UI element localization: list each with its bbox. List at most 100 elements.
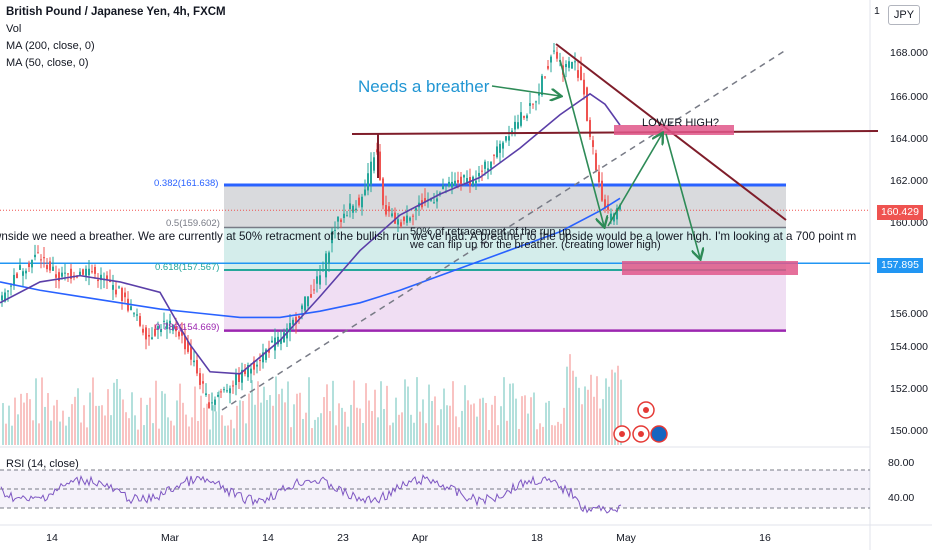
candle-body [169, 320, 171, 324]
volume-bar [374, 389, 376, 445]
down-arrow [559, 59, 604, 226]
volume-bar [191, 417, 193, 445]
candle-body [616, 208, 618, 220]
candle-body [205, 393, 207, 396]
legend-ma50[interactable]: MA (50, close, 0) [6, 57, 89, 69]
volume-bar [500, 406, 502, 445]
dashed-trendline [221, 49, 787, 411]
candle-body [586, 87, 588, 121]
volume-bar [179, 383, 181, 445]
candle-body [475, 180, 477, 184]
candle-body [301, 305, 303, 310]
volume-bar [473, 403, 475, 445]
candle-body [133, 313, 135, 315]
legend-vol[interactable]: Vol [6, 23, 22, 35]
candle-body [553, 50, 555, 52]
price-tick-162: 162.000 [890, 175, 928, 187]
volume-bar [161, 391, 163, 445]
candle-body [406, 215, 408, 223]
volume-bar [584, 386, 586, 445]
candle-body [280, 338, 282, 344]
blue-line-price-tag: 157.895 [877, 258, 923, 273]
volume-bar [119, 388, 121, 445]
candle-body [79, 271, 81, 276]
volume-bar [89, 392, 91, 445]
candle-body [115, 289, 117, 295]
candle-body [43, 257, 45, 259]
candle-body [493, 154, 495, 156]
volume-bar [65, 425, 67, 445]
candle-body [124, 292, 126, 298]
volume-bar [230, 419, 232, 445]
candle-body [379, 151, 381, 180]
volume-bar [422, 399, 424, 445]
candle-body [178, 331, 180, 337]
time-tick-4: Apr [412, 532, 429, 544]
candle-body [484, 161, 486, 169]
candle-body [139, 316, 141, 326]
volume-bar [110, 415, 112, 445]
volume-bar [47, 393, 49, 445]
ma50-line [0, 92, 621, 375]
candle-body [283, 332, 285, 343]
candle-body [394, 212, 396, 224]
volume-bar [386, 385, 388, 445]
candle-body [328, 252, 330, 264]
volume-bar [260, 402, 262, 445]
candle-body [88, 268, 90, 276]
volume-bar [221, 415, 223, 445]
volume-bar [554, 425, 556, 445]
candle-body [505, 136, 507, 141]
candle-body [319, 275, 321, 285]
candle-body [556, 51, 558, 59]
volume-bar [122, 399, 124, 445]
volume-bar [578, 387, 580, 445]
volume-bar [512, 383, 514, 445]
candle-body [496, 146, 498, 158]
volume-bar [227, 425, 229, 445]
candle-body [13, 274, 15, 286]
volume-bar [128, 418, 130, 445]
candle-body [220, 391, 222, 393]
volume-bar [305, 412, 307, 445]
volume-bar [434, 396, 436, 445]
volume-bar [155, 380, 157, 445]
volume-bar [350, 404, 352, 445]
candle-body [364, 189, 366, 196]
time-tick-2: 14 [262, 532, 274, 544]
uk-flag-icon [650, 425, 668, 443]
volume-bar [149, 397, 151, 445]
candle-body [154, 328, 156, 336]
candle-body [235, 373, 237, 386]
volume-bar [215, 411, 217, 445]
volume-bar [617, 365, 619, 445]
legend-ma200[interactable]: MA (200, close, 0) [6, 40, 95, 52]
candle-body [199, 373, 201, 385]
candle-body [325, 253, 327, 278]
candle-body [340, 219, 342, 223]
volume-bar [281, 388, 283, 445]
volume-bar [107, 389, 109, 445]
volume-bar [83, 405, 85, 445]
price-tick-top: 1 [874, 5, 880, 17]
currency-badge[interactable]: JPY [888, 5, 920, 25]
candle-body [22, 271, 24, 276]
candle-body [271, 340, 273, 343]
fib-zone-382-5 [224, 184, 786, 228]
volume-bar [293, 404, 295, 445]
volume-bar [314, 419, 316, 445]
candle-body [16, 273, 18, 279]
candle-body [412, 215, 414, 217]
candle-body [157, 326, 159, 330]
volume-bar [8, 405, 10, 445]
callout-arrow [491, 85, 560, 96]
volume-bar [326, 384, 328, 445]
volume-bar [560, 423, 562, 445]
candle-body [1, 295, 3, 301]
candle-body [460, 176, 462, 185]
volume-bar [41, 377, 43, 445]
candle-body [253, 360, 255, 370]
volume-bar [194, 386, 196, 445]
legend-rsi[interactable]: RSI (14, close) [6, 458, 79, 470]
